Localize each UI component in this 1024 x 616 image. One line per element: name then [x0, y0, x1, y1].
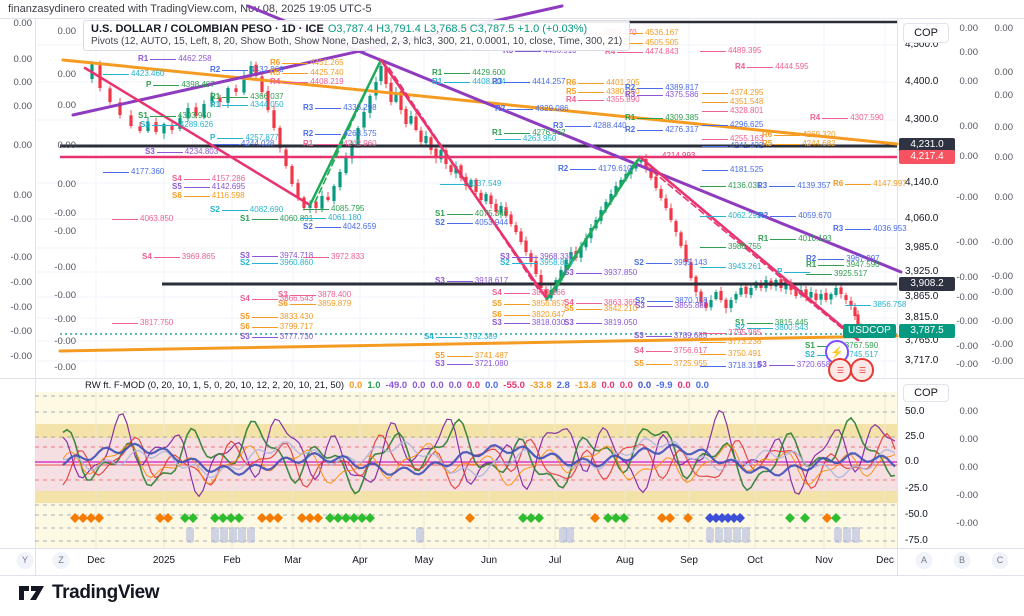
change-value: +1.0 (+0.03%): [517, 23, 588, 35]
oscillator-value: -33.8: [529, 380, 552, 391]
oscillator-value: -49.0: [385, 380, 408, 391]
oscillator-values: 0.0 1.0 -49.0 0.0 0.0 0.0 0.0 0.0 -55.0 -33.8 2.8-…: [344, 380, 709, 391]
oscillator-value: 2.8: [556, 380, 570, 391]
symbol-name[interactable]: U.S. DOLLAR / COLOMBIAN PESO · 1D · ICE: [91, 23, 324, 35]
tradingview-logo-text: TradingView: [52, 582, 160, 603]
time-axis-button-b[interactable]: B: [953, 552, 971, 569]
oscillator-value: 1.0: [367, 380, 381, 391]
ohlc-l: L3,768.5: [423, 23, 467, 35]
oscillator-value: 0.0: [430, 380, 444, 391]
oscillator-value: 0.0: [349, 380, 363, 391]
oscillator-value: 0.0: [695, 380, 709, 391]
pivots-indicator-row[interactable]: Pivots (12, AUTO, 15, Left, 8, 20, Show …: [91, 36, 623, 47]
ohlc-values: O3,787.4 H3,791.4 L3,768.5 C3,787.5 +1.0…: [328, 23, 587, 35]
tradingview-logo-icon: [19, 586, 44, 600]
time-axis-button-c[interactable]: C: [991, 552, 1009, 569]
oscillator-value: 0.0: [412, 380, 426, 391]
ohlc-h: H3,791.4: [376, 23, 421, 35]
oscillator-value: -9.9: [656, 380, 673, 391]
oscillator-value: 0.0: [637, 380, 652, 391]
main-currency-button[interactable]: COP: [903, 23, 949, 43]
oscillator-value: 0.0: [677, 380, 691, 391]
indicator-currency-button[interactable]: COP: [903, 384, 949, 402]
ohlc-c: C3,787.5: [469, 23, 515, 35]
oscillator-value: 0.0: [619, 380, 633, 391]
oscillator-value: 0.0: [448, 380, 462, 391]
oscillator-value: 0.0: [601, 380, 615, 391]
credit-text: finanzasydinero created with TradingView…: [8, 3, 372, 15]
ohlc-o: O3,787.4: [327, 23, 374, 35]
time-axis-button-a[interactable]: A: [915, 552, 933, 569]
oscillator-value: -13.8: [574, 380, 597, 391]
symbol-title-row[interactable]: U.S. DOLLAR / COLOMBIAN PESO · 1D · ICE O…: [91, 23, 622, 35]
oscillator-name[interactable]: RW ft. F-MOD (0, 20, 10, 1, 5, 0, 20, 10…: [85, 380, 345, 391]
tradingview-logo[interactable]: TradingView: [18, 581, 160, 605]
time-axis-button-y[interactable]: Y: [16, 552, 34, 569]
oscillator-title-row[interactable]: RW ft. F-MOD (0, 20, 10, 1, 5, 0, 20, 10…: [85, 380, 709, 391]
oscillator-value: -55.0: [503, 380, 525, 391]
time-axis-button-z[interactable]: Z: [52, 552, 70, 569]
oscillator-value: 0.0: [485, 380, 499, 391]
oscillator-value: 0.0: [466, 380, 481, 391]
symbol-title-box[interactable]: U.S. DOLLAR / COLOMBIAN PESO · 1D · ICE O…: [83, 20, 631, 51]
